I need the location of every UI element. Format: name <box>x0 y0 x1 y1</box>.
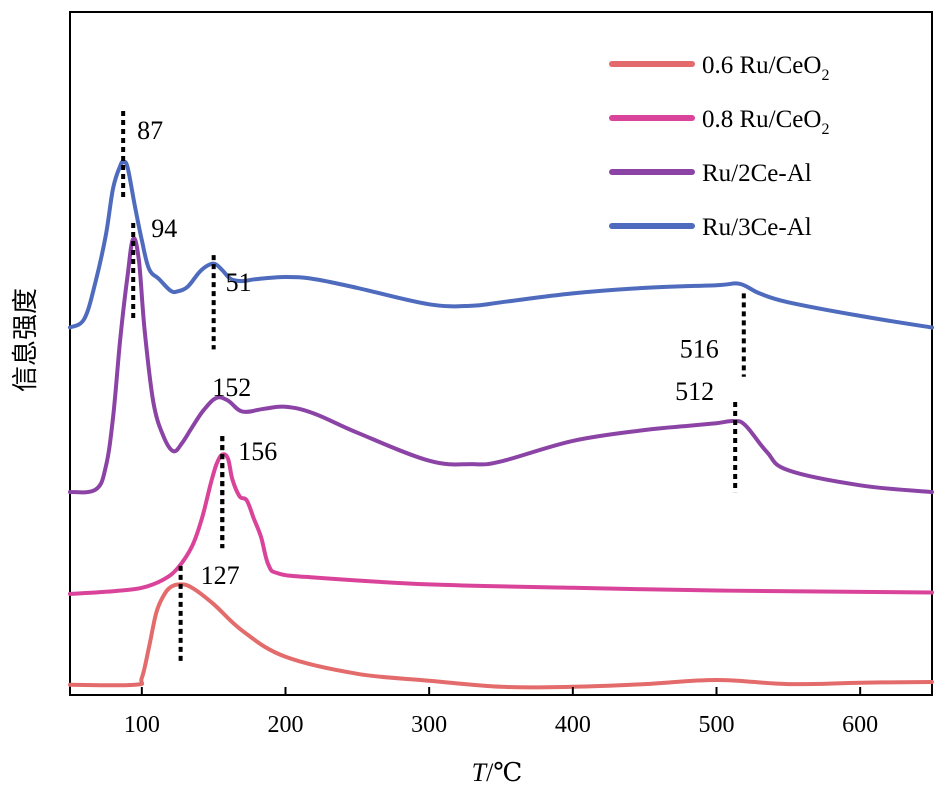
x-tick-label-500: 500 <box>699 712 735 738</box>
x-axis: 100 200 300 400 500 600 <box>124 687 878 738</box>
series-line-4 <box>68 159 934 330</box>
x-tick-label-200: 200 <box>268 712 304 738</box>
annotation-label-152: 152 <box>212 373 251 402</box>
annotation-label-127: 127 <box>201 561 240 590</box>
annotation-layer: 87 94 51 516 152 512 156 127 <box>121 111 746 663</box>
series-line-3 <box>68 236 934 495</box>
x-tick-label-100: 100 <box>124 712 160 738</box>
x-axis-title-unit: /℃ <box>486 758 522 787</box>
annotation-label-516: 516 <box>680 334 719 363</box>
legend-label-2: 0.8 Ru/CeO2 <box>702 106 829 138</box>
annotation-label-51: 51 <box>226 268 252 297</box>
x-axis-title: T/℃ <box>472 758 523 787</box>
plot-area-border <box>69 11 933 696</box>
x-tick-label-600: 600 <box>842 712 878 738</box>
annotation-label-94: 94 <box>151 214 177 243</box>
x-tick-label-400: 400 <box>555 712 591 738</box>
legend-label-4: Ru/3Ce-Al <box>702 214 812 241</box>
plot-frame <box>69 11 933 696</box>
series-line-2 <box>68 452 934 596</box>
y-axis-title: 信息强度 <box>11 288 41 392</box>
legend-label-1: 0.6 Ru/CeO2 <box>702 52 829 84</box>
annotation-label-156: 156 <box>238 437 277 466</box>
annotation-label-87: 87 <box>137 116 163 145</box>
x-axis-title-italic: T <box>472 758 488 787</box>
annotation-label-512: 512 <box>675 377 714 406</box>
legend-label-3: Ru/2Ce-Al <box>702 160 812 187</box>
legend: 0.6 Ru/CeO2 0.8 Ru/CeO2 Ru/2Ce-Al Ru/3Ce-Al <box>609 52 829 241</box>
series-line-1 <box>68 582 934 690</box>
x-tick-label-300: 300 <box>411 712 447 738</box>
